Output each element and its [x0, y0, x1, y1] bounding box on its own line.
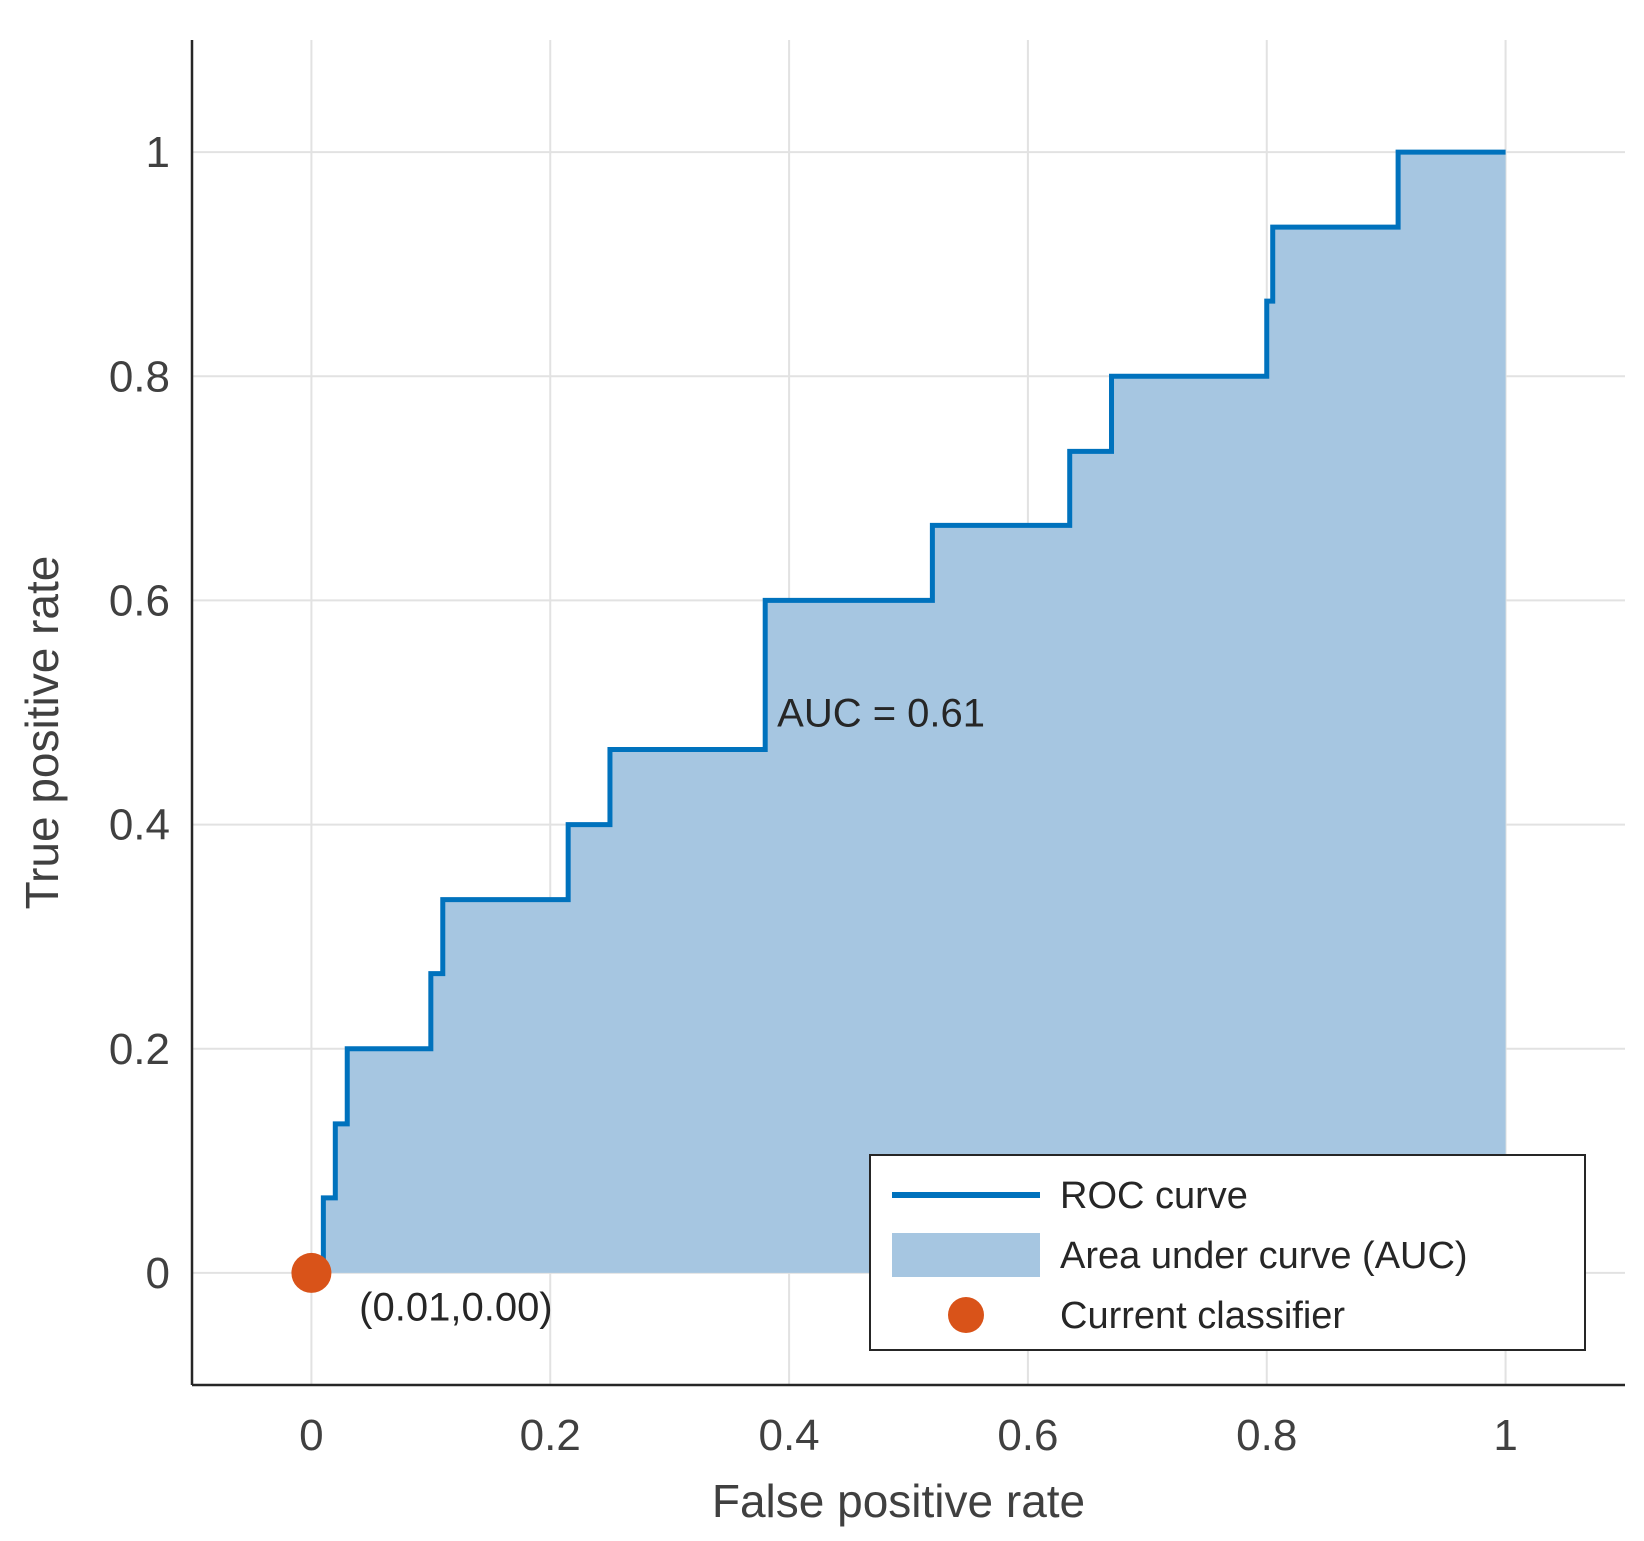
auc-annotation: AUC = 0.61	[777, 692, 985, 736]
auc-area-layer	[311, 152, 1506, 1273]
y-tick-label: 0.4	[109, 801, 170, 850]
annotations: AUC = 0.61 (0.01,0.00)	[359, 692, 985, 1330]
legend-label: Current classifier	[1060, 1295, 1345, 1337]
y-axis-label: True positive rate	[16, 556, 68, 910]
legend-swatch-auc	[892, 1233, 1040, 1277]
axes	[190, 40, 1625, 1387]
y-tick-label: 0.6	[109, 576, 170, 625]
legend-label: Area under curve (AUC)	[1060, 1235, 1468, 1277]
auc-area	[311, 152, 1506, 1273]
y-tick-label: 0.2	[109, 1025, 170, 1074]
tick-labels: 0 0.2 0.4 0.6 0.8 1 0 0.2 0.4 0.6 0.8 1	[109, 128, 1518, 1460]
legend: ROC curve Area under curve (AUC) Current c…	[869, 1154, 1586, 1351]
x-tick-label: 0.8	[1236, 1411, 1297, 1460]
x-axis-label: False positive rate	[712, 1475, 1085, 1527]
roc-curve	[311, 149, 1506, 1276]
y-tick-label: 1	[146, 128, 170, 177]
x-tick-label: 0	[299, 1411, 323, 1460]
x-tick-label: 1	[1493, 1411, 1517, 1460]
roc-curve-layer	[311, 149, 1506, 1276]
x-tick-label: 0.4	[758, 1411, 819, 1460]
x-tick-label: 0.2	[520, 1411, 581, 1460]
x-tick-label: 0.6	[997, 1411, 1058, 1460]
current-classifier-point	[291, 1252, 332, 1293]
y-tick-label: 0	[146, 1249, 170, 1298]
classifier-point-layer	[291, 1252, 332, 1293]
y-tick-label: 0.8	[109, 352, 170, 401]
classifier-coordinate-label: (0.01,0.00)	[359, 1286, 552, 1330]
legend-label: ROC curve	[1060, 1175, 1248, 1217]
legend-swatch-classifier	[948, 1297, 984, 1333]
